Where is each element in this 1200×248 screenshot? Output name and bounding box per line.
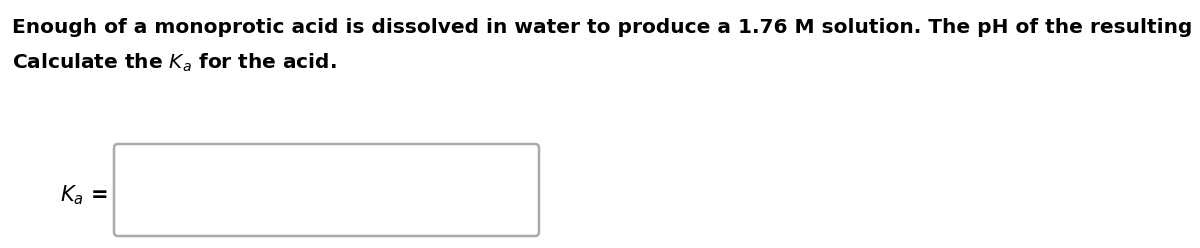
- FancyBboxPatch shape: [114, 144, 539, 236]
- Text: Calculate the $K_a$ for the acid.: Calculate the $K_a$ for the acid.: [12, 52, 337, 74]
- Text: $K_a$ =: $K_a$ =: [60, 183, 108, 207]
- Text: Enough of a monoprotic acid is dissolved in water to produce a 1.76 M solution. : Enough of a monoprotic acid is dissolved…: [12, 18, 1200, 37]
